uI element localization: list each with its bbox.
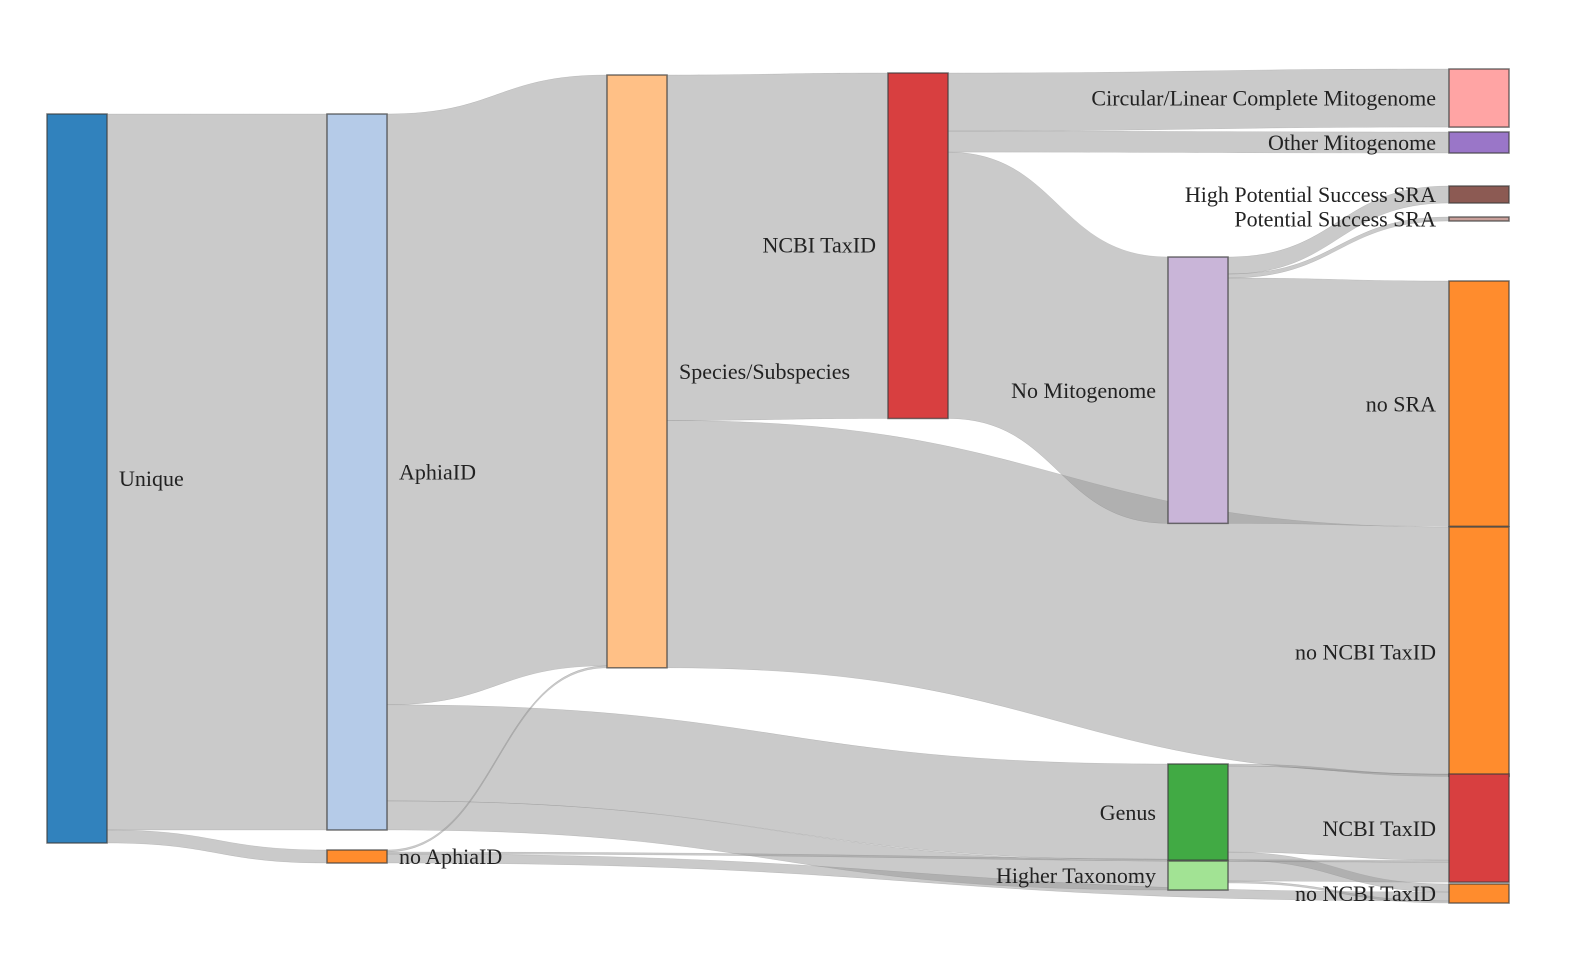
label-ncbiR: NCBI TaxID xyxy=(1322,816,1436,841)
label-nomito: No Mitogenome xyxy=(1011,378,1156,403)
node-unique[interactable] xyxy=(46,113,108,844)
node-circ[interactable] xyxy=(1448,68,1510,128)
label-unique: Unique xyxy=(119,466,184,491)
node-psra[interactable] xyxy=(1448,216,1510,222)
label-nonciR2: no NCBI TaxID xyxy=(1295,881,1436,906)
label-hpsra: High Potential Success SRA xyxy=(1185,182,1436,207)
node-higher[interactable] xyxy=(1167,860,1229,891)
link-higher-to-ncbiR[interactable] xyxy=(1227,860,1450,883)
node-noaphia[interactable] xyxy=(326,849,388,864)
node-othermito[interactable] xyxy=(1448,131,1510,154)
link-genus-to-ncbiR[interactable] xyxy=(1227,765,1450,861)
label-psra: Potential Success SRA xyxy=(1234,207,1436,232)
label-noaphia: no AphiaID xyxy=(399,844,502,869)
node-ncbiR[interactable] xyxy=(1448,773,1510,883)
nodes-layer xyxy=(46,68,1510,904)
node-nonciR2[interactable] xyxy=(1448,883,1510,904)
label-higher: Higher Taxonomy xyxy=(996,863,1156,888)
label-ncbi: NCBI TaxID xyxy=(762,233,876,258)
node-nonciR[interactable] xyxy=(1448,526,1510,778)
node-ncbi[interactable] xyxy=(887,72,949,420)
link-aphia-to-species[interactable] xyxy=(386,74,608,706)
links-layer xyxy=(106,68,1450,904)
node-nomito[interactable] xyxy=(1167,256,1229,525)
link-unique-to-noaphia[interactable] xyxy=(106,829,328,864)
node-genus[interactable] xyxy=(1167,763,1229,861)
labels-layer: Unique AphiaID no AphiaID Species/Subspecie… xyxy=(119,86,1436,906)
label-species: Species/Subspecies xyxy=(679,359,850,384)
label-nosra: no SRA xyxy=(1366,391,1436,416)
node-nosra[interactable] xyxy=(1448,280,1510,528)
label-circ: Circular/Linear Complete Mitogenome xyxy=(1091,86,1436,111)
node-hpsra[interactable] xyxy=(1448,185,1510,204)
label-genus: Genus xyxy=(1100,800,1156,825)
label-nonciR: no NCBI TaxID xyxy=(1295,639,1436,664)
label-aphia: AphiaID xyxy=(399,460,476,485)
node-species[interactable] xyxy=(606,74,668,669)
label-othermito: Other Mitogenome xyxy=(1268,130,1436,155)
node-aphia[interactable] xyxy=(326,113,388,831)
